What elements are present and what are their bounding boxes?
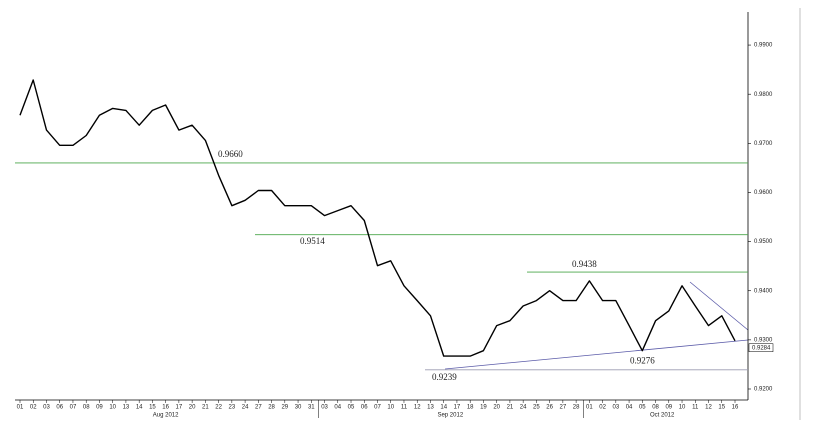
x-tick-label: 01 <box>17 405 24 411</box>
x-tick-label: 15 <box>149 405 156 411</box>
x-tick-label: 08 <box>83 405 90 411</box>
x-tick-label: 03 <box>321 405 328 411</box>
y-tick-label: 0.9200 <box>754 387 773 393</box>
x-tick-label: 06 <box>56 405 63 411</box>
x-tick-label: 24 <box>242 405 249 411</box>
annotation-label: 0.9276 <box>630 356 655 366</box>
x-tick-label: 21 <box>202 405 209 411</box>
x-tick-label: 08 <box>652 405 659 411</box>
level-label: 0.9239 <box>432 372 457 382</box>
x-tick-label: 10 <box>679 405 686 411</box>
x-tick-label: 13 <box>427 405 434 411</box>
x-tick-label: 14 <box>440 405 447 411</box>
month-label: Sep 2012 <box>437 413 463 419</box>
x-tick-label: 14 <box>136 405 143 411</box>
x-tick-label: 09 <box>96 405 103 411</box>
x-tick-label: 20 <box>493 405 500 411</box>
x-tick-label: 10 <box>109 405 116 411</box>
trend-line <box>689 281 749 331</box>
x-tick-label: 04 <box>626 405 633 411</box>
x-tick-label: 28 <box>573 405 580 411</box>
x-tick-label: 07 <box>374 405 381 411</box>
level-label: 0.9438 <box>572 259 597 269</box>
x-tick-label: 20 <box>189 405 196 411</box>
x-tick-label: 17 <box>454 405 461 411</box>
level-label: 0.9514 <box>300 236 325 246</box>
x-tick-label: 05 <box>639 405 646 411</box>
last-price-box <box>748 343 774 352</box>
x-tick-label: 02 <box>599 405 606 411</box>
x-tick-label: 21 <box>507 405 514 411</box>
x-tick-label: 25 <box>533 405 540 411</box>
y-tick-label: 0.9700 <box>754 141 773 147</box>
x-tick-label: 12 <box>414 405 421 411</box>
x-tick-label: 31 <box>308 405 315 411</box>
x-tick-label: 15 <box>718 405 725 411</box>
x-tick-label: 18 <box>467 405 474 411</box>
y-tick-label: 0.9300 <box>754 337 773 343</box>
x-tick-label: 16 <box>732 405 739 411</box>
x-tick-label: 27 <box>255 405 262 411</box>
x-tick-label: 02 <box>30 405 37 411</box>
price-line <box>19 79 736 357</box>
y-tick-label: 0.9900 <box>754 43 773 49</box>
y-tick-label: 0.9500 <box>754 239 773 245</box>
y-tick-label: 0.9400 <box>754 288 773 294</box>
x-tick-label: 05 <box>348 405 355 411</box>
x-tick-label: 19 <box>480 405 487 411</box>
y-tick-label: 0.9800 <box>754 92 773 98</box>
x-tick-label: 11 <box>692 405 699 411</box>
x-tick-label: 23 <box>229 405 236 411</box>
trend-line <box>444 339 749 370</box>
x-tick-label: 09 <box>665 405 672 411</box>
x-tick-label: 10 <box>387 405 394 411</box>
x-tick-label: 22 <box>215 405 222 411</box>
x-tick-label: 29 <box>281 405 288 411</box>
x-tick-label: 11 <box>401 405 408 411</box>
x-tick-label: 07 <box>70 405 77 411</box>
x-tick-label: 26 <box>546 405 553 411</box>
x-tick-label: 17 <box>176 405 183 411</box>
x-tick-label: 30 <box>295 405 302 411</box>
x-tick-label: 27 <box>560 405 567 411</box>
x-tick-label: 12 <box>705 405 712 411</box>
month-label: Aug 2012 <box>153 413 179 419</box>
month-label: Oct 2012 <box>650 413 675 419</box>
x-tick-label: 01 <box>586 405 593 411</box>
x-tick-label: 03 <box>612 405 619 411</box>
x-tick-label: 28 <box>268 405 275 411</box>
x-tick-label: 04 <box>334 405 341 411</box>
x-tick-label: 06 <box>361 405 368 411</box>
level-label: 0.9660 <box>218 149 243 159</box>
x-tick-label: 24 <box>520 405 527 411</box>
x-tick-label: 03 <box>43 405 50 411</box>
x-tick-label: 16 <box>162 405 169 411</box>
y-tick-label: 0.9600 <box>754 190 773 196</box>
x-tick-label: 13 <box>123 405 130 411</box>
last-price-label: 0.9284 <box>752 345 771 351</box>
